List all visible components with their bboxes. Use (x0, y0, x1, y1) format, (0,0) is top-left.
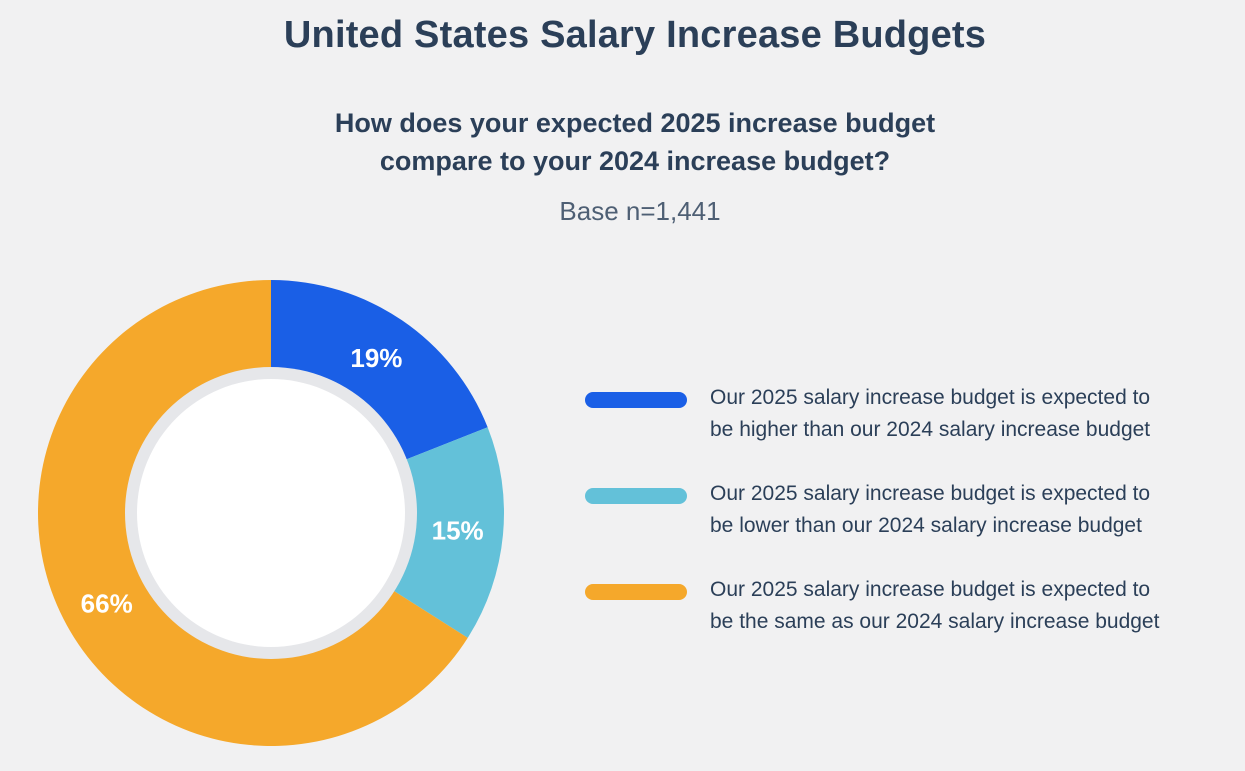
legend-label-same-line-1: Our 2025 salary increase budget is expec… (710, 578, 1151, 601)
legend-label-same: Our 2025 salary increase budget is expec… (710, 574, 1240, 638)
legend-item-higher: Our 2025 salary increase budget is expec… (585, 382, 1235, 478)
donut-slice-lower (384, 427, 504, 638)
legend-label-higher-line-1: Our 2025 salary increase budget is expec… (710, 386, 1151, 409)
legend-label-lower: Our 2025 salary increase budget is expec… (710, 478, 1240, 542)
legend-label-lower-line-2: be lower than our 2024 salary increase b… (710, 514, 1142, 537)
donut-slice-same (37, 280, 468, 747)
donut-hole (137, 379, 405, 647)
subtitle-line-2: compare to your 2024 increase budget? (379, 146, 891, 176)
legend-label-lower-line-1: Our 2025 salary increase budget is expec… (710, 482, 1151, 505)
slice-label-higher: 19% (350, 343, 402, 373)
subtitle-line-1: How does your expected 2025 increase bud… (334, 108, 936, 138)
legend-item-lower: Our 2025 salary increase budget is expec… (585, 478, 1235, 574)
legend-item-same: Our 2025 salary increase budget is expec… (585, 574, 1235, 670)
chart-subtitle: How does your expected 2025 increase bud… (0, 104, 1245, 180)
chart-title: United States Salary Increase Budgets (283, 14, 987, 56)
legend-label-same-line-2: be the same as our 2024 salary increase … (710, 610, 1160, 633)
slice-label-lower: 15% (432, 516, 484, 546)
legend-swatch-same (585, 584, 687, 600)
base-count: Base n=1,441 (559, 196, 721, 226)
slice-label-same: 66% (81, 588, 133, 618)
legend-label-higher: Our 2025 salary increase budget is expec… (710, 382, 1240, 446)
legend-swatch-lower (585, 488, 687, 504)
chart-legend: Our 2025 salary increase budget is expec… (585, 382, 1235, 670)
donut-chart: 19% 15% 66% (37, 280, 504, 747)
legend-label-higher-line-2: be higher than our 2024 salary increase … (710, 418, 1151, 441)
donut-slice-higher (271, 280, 488, 464)
legend-swatch-higher (585, 392, 687, 408)
